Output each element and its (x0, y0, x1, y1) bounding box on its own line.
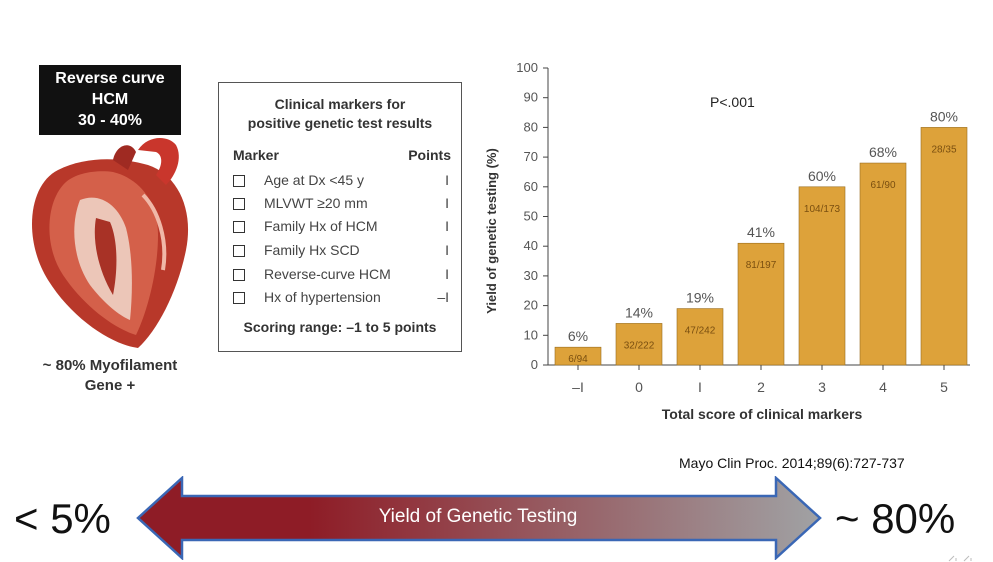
x-tick-label: 2 (757, 379, 765, 395)
x-tick-label: 3 (818, 379, 826, 395)
marker-column-header: Marker (233, 147, 279, 163)
clinical-markers-box: Clinical markers for positive genetic te… (218, 82, 462, 352)
hcm-label-line-1: Reverse curve (55, 70, 165, 87)
bar (676, 308, 724, 366)
arrow-label: Yield of Genetic Testing (378, 506, 578, 527)
marker-row: MLVWT ≥20 mm I (233, 195, 449, 215)
checkbox-icon (233, 269, 245, 281)
slide-nav-icon[interactable] (946, 553, 976, 562)
checkbox-icon (233, 198, 245, 210)
marker-points: –I (437, 289, 449, 305)
hcm-label-box: Reverse curve HCM 30 - 40% (39, 65, 181, 135)
bar (615, 323, 663, 366)
x-tick-label: I (698, 379, 702, 395)
bar (859, 162, 907, 366)
marker-points: I (445, 218, 449, 234)
bar-inner-label: 47/242 (685, 326, 716, 337)
marker-label: Family Hx of HCM (264, 218, 378, 234)
citation: Mayo Clin Proc. 2014;89(6):727-737 (679, 455, 905, 471)
yield-arrow (136, 476, 822, 560)
hcm-label-line-2: HCM (91, 91, 129, 108)
bar-inner-label: 104/173 (804, 204, 841, 215)
y-tick-label: 0 (531, 357, 538, 372)
y-tick-label: 90 (524, 90, 538, 105)
right-yield-value: ~ 80% (835, 495, 956, 542)
marker-row: Reverse-curve HCM I (233, 266, 449, 286)
marker-row: Age at Dx <45 y I (233, 172, 449, 192)
markers-title-line-2: positive genetic test results (247, 115, 433, 131)
y-axis-title: Yield of genetic testing (%) (484, 148, 499, 314)
checkbox-icon (233, 292, 245, 304)
y-tick-label: 10 (524, 327, 538, 342)
myofilament-caption: ~ 80% Myofilament Gene + (20, 356, 200, 396)
bar-value-label: 14% (625, 304, 653, 320)
bar-value-label: 19% (686, 290, 714, 306)
marker-label: MLVWT ≥20 mm (264, 195, 368, 211)
left-yield-value: < 5% (14, 495, 111, 542)
marker-points: I (445, 195, 449, 211)
y-tick-label: 40 (524, 238, 538, 253)
y-tick-label: 60 (524, 179, 538, 194)
marker-points: I (445, 242, 449, 258)
bar (737, 242, 785, 366)
bar-inner-label: 81/197 (746, 260, 777, 271)
checkbox-icon (233, 221, 245, 233)
bar-value-label: 41% (747, 224, 775, 240)
x-tick-label: 5 (940, 379, 948, 395)
y-tick-label: 100 (516, 60, 538, 75)
x-tick-label: 4 (879, 379, 887, 395)
y-tick-label: 70 (524, 149, 538, 164)
points-column-header: Points (408, 147, 451, 163)
p-value-annotation: P<.001 (710, 94, 755, 110)
marker-row: Family Hx SCD I (233, 242, 449, 262)
x-tick-label: –I (572, 379, 584, 395)
bar (920, 127, 968, 366)
marker-label: Hx of hypertension (264, 289, 381, 305)
marker-points: I (445, 172, 449, 188)
bar-inner-label: 28/35 (931, 144, 956, 155)
y-tick-label: 30 (524, 268, 538, 283)
y-tick-label: 80 (524, 119, 538, 134)
scoring-range: Scoring range: –1 to 5 points (243, 319, 437, 335)
myofilament-line-1: ~ 80% Myofilament (42, 357, 178, 374)
y-tick-label: 20 (524, 298, 538, 313)
myofilament-line-2: Gene + (84, 377, 136, 394)
marker-row: Hx of hypertension –I (233, 289, 449, 309)
markers-title-line-1: Clinical markers for (274, 96, 406, 112)
marker-label: Age at Dx <45 y (264, 172, 365, 188)
hcm-label-line-3: 30 - 40% (77, 112, 143, 129)
marker-label: Reverse-curve HCM (264, 266, 391, 282)
checkbox-icon (233, 175, 245, 187)
bar-value-label: 68% (869, 144, 897, 160)
bar (798, 186, 846, 366)
x-axis-title: Total score of clinical markers (662, 406, 863, 422)
marker-points: I (445, 266, 449, 282)
x-tick-label: 0 (635, 379, 643, 395)
marker-label: Family Hx SCD (264, 242, 360, 258)
checkbox-icon (233, 245, 245, 257)
bar-inner-label: 6/94 (568, 354, 588, 365)
markers-title: Clinical markers for positive genetic te… (219, 95, 461, 133)
bar-inner-label: 61/90 (870, 180, 895, 191)
bar-value-label: 60% (808, 168, 836, 184)
y-tick-label: 50 (524, 209, 538, 224)
bar-value-label: 80% (930, 108, 958, 124)
heart-illustration (31, 138, 189, 348)
marker-row: Family Hx of HCM I (233, 218, 449, 238)
yield-bar-chart: 0 10 20 30 40 50 60 70 80 90 100 6% 6/94 –I 14% 32/222 0… (484, 60, 970, 422)
bar-inner-label: 32/222 (624, 340, 655, 351)
bar-value-label: 6% (568, 328, 588, 344)
